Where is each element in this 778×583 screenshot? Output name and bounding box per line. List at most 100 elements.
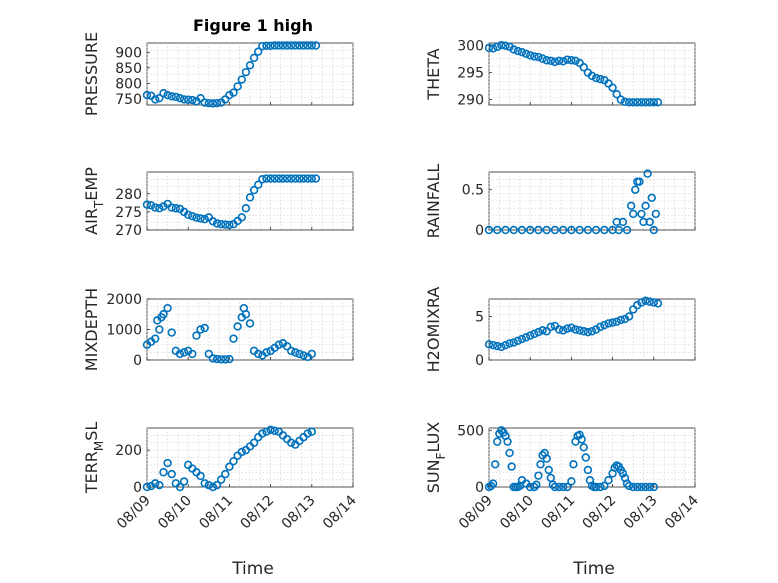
data-point: [258, 429, 267, 438]
data-point: [233, 82, 242, 91]
data-point: [645, 482, 654, 492]
data-point: [142, 482, 152, 492]
data-point: [229, 456, 238, 466]
data-point: [241, 310, 251, 319]
data-point: [550, 57, 560, 67]
data-point: [282, 41, 292, 50]
data-point: [513, 46, 523, 56]
data-point: [509, 225, 518, 235]
data-point: [587, 71, 597, 81]
data-point: [155, 325, 164, 334]
data-point: [287, 438, 296, 447]
data-point: [501, 225, 510, 235]
y-axis-label-rest: EMP: [82, 167, 101, 201]
y-tick-label: 295: [457, 66, 484, 82]
data-point: [307, 349, 316, 359]
data-point: [637, 482, 646, 492]
data-point: [142, 90, 152, 100]
data-point: [532, 480, 541, 489]
x-axis-label-left: Time: [231, 559, 274, 579]
data-point: [155, 93, 164, 103]
data-point: [637, 209, 646, 219]
data-point: [493, 437, 502, 446]
data-point: [208, 482, 218, 492]
data-point: [571, 56, 580, 65]
data-point: [488, 44, 498, 53]
y-axis-label: TERRMSL: [82, 422, 106, 495]
data-point: [616, 95, 626, 104]
subplot-8: 0 500 08/09 08/10 08/11 08/12 08/13 08/14 SUNFLU…: [424, 422, 702, 533]
x-tick-label: 08/10: [155, 493, 195, 533]
y-axis-label-rest: SL: [82, 422, 101, 441]
data-point: [490, 460, 500, 469]
data-point: [484, 340, 494, 349]
data-point: [163, 90, 172, 100]
x-tick-label: 08/14: [320, 492, 360, 532]
y-axis-label-subscript: T: [92, 200, 106, 209]
data-point: [534, 327, 543, 337]
data-point: [534, 52, 543, 62]
data-point: [501, 41, 510, 50]
y-axis-label-subscript: F: [434, 452, 448, 459]
data-point: [517, 225, 527, 235]
data-point: [237, 447, 246, 457]
data-point: [530, 52, 539, 61]
x-tick-label: 08/12: [238, 493, 278, 533]
y-tick-label: 0: [475, 223, 484, 239]
data-point: [303, 41, 312, 50]
data-point: [258, 175, 267, 184]
data-point: [262, 41, 271, 50]
data-point: [616, 315, 626, 325]
data-point: [237, 213, 246, 222]
data-point: [653, 299, 663, 308]
data-point: [649, 298, 658, 307]
y-axis-label-rest: LUX: [424, 422, 443, 453]
data-point: [151, 334, 160, 343]
data-point: [196, 471, 205, 481]
data-point: [225, 220, 234, 230]
subplot-3: 270 275 280 AIRTEMP: [82, 167, 354, 239]
subplot-6: 0 5 H2OMIXRA: [424, 287, 696, 372]
data-point: [142, 200, 152, 209]
data-point: [503, 437, 512, 446]
data-point: [567, 56, 576, 65]
data-point: [486, 481, 496, 491]
data-point: [245, 193, 255, 202]
data-point: [579, 443, 588, 452]
data-point: [563, 55, 572, 64]
data-point: [643, 169, 652, 178]
data-point: [270, 174, 279, 183]
data-point: [287, 41, 296, 50]
data-point: [505, 339, 514, 348]
data-point: [653, 98, 663, 107]
data-point: [258, 41, 267, 51]
data-point: [614, 225, 623, 235]
y-axis-label: RAINFALL: [424, 164, 443, 239]
data-point: [262, 174, 271, 183]
data-point: [591, 482, 601, 492]
data-point: [311, 41, 321, 50]
data-point: [628, 98, 638, 107]
data-point: [188, 212, 197, 221]
data-point: [591, 73, 601, 83]
data-point: [550, 225, 560, 235]
data-point: [225, 90, 234, 100]
data-point: [651, 209, 661, 219]
data-point: [534, 225, 543, 235]
data-point: [542, 225, 551, 235]
data-point: [270, 41, 279, 50]
data-point: [274, 340, 284, 349]
y-tick-label: 2000: [106, 292, 142, 308]
data-point: [249, 53, 259, 63]
data-point: [171, 204, 181, 213]
data-point: [278, 41, 288, 50]
data-point: [229, 334, 238, 343]
data-point: [641, 98, 650, 107]
data-point: [571, 325, 580, 334]
data-point: [184, 95, 193, 104]
data-point: [241, 204, 251, 213]
x-tick-label: 08/13: [621, 493, 661, 533]
data-point: [645, 217, 654, 227]
x-tick-label: 08/12: [580, 493, 620, 533]
